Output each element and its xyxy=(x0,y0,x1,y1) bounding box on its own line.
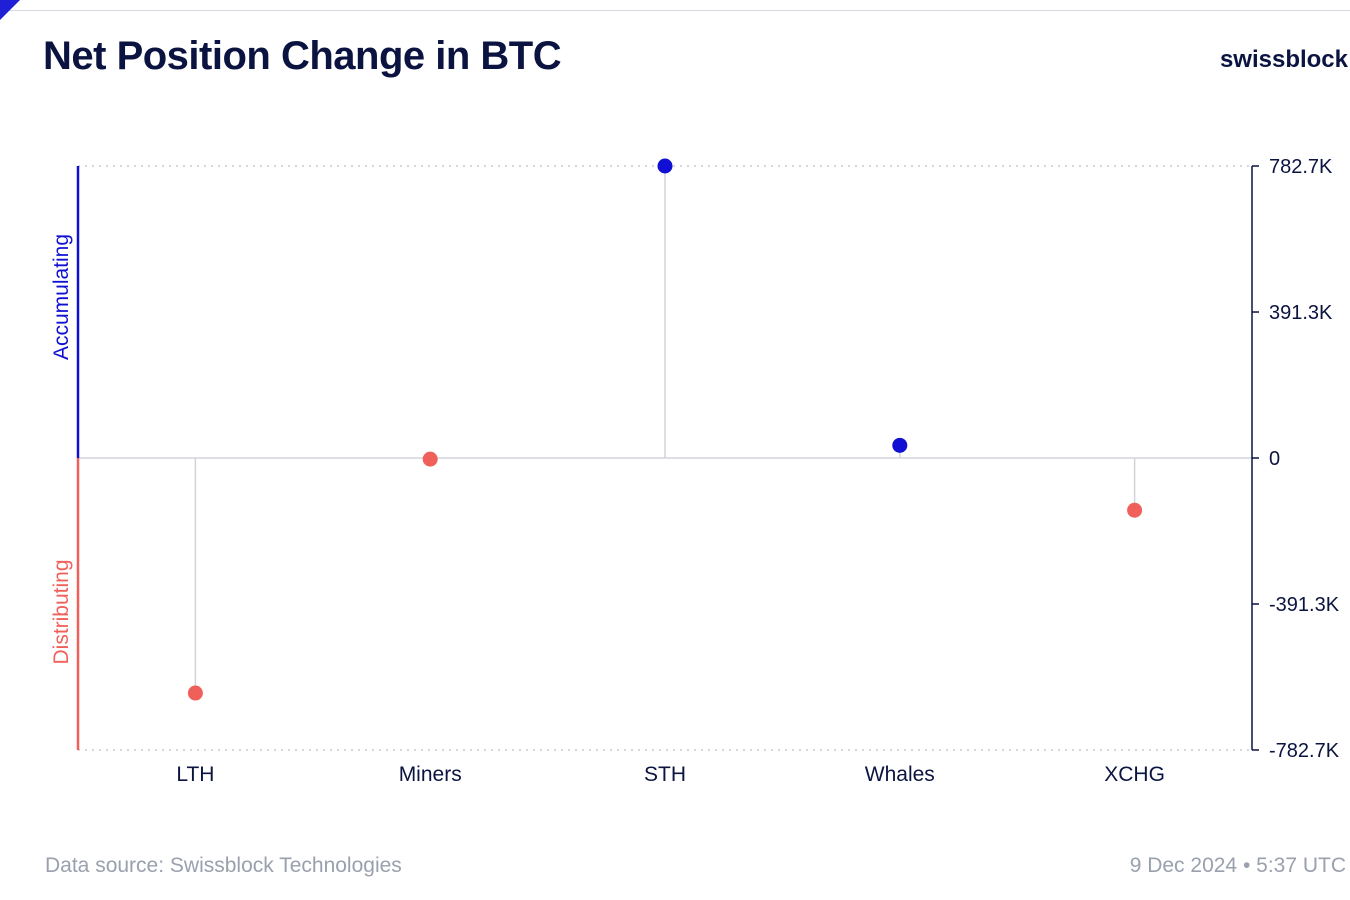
y-tick-label: 0 xyxy=(1269,448,1280,470)
x-tick-label: STH xyxy=(644,763,686,786)
top-rule xyxy=(0,10,1350,11)
corner-marker xyxy=(0,0,20,20)
x-tick-label: LTH xyxy=(176,763,214,786)
x-tick-label: XCHG xyxy=(1104,763,1165,786)
data-point-sth xyxy=(657,158,673,174)
data-point-whales xyxy=(892,437,908,453)
chart-title: Net Position Change in BTC xyxy=(43,34,562,78)
y-tick-label: -782.7K xyxy=(1269,740,1340,762)
data-point-lth xyxy=(187,685,203,701)
y-tick-label: 782.7K xyxy=(1269,156,1333,178)
data-source: Data source: Swissblock Technologies xyxy=(45,854,402,877)
y-tick-label: -391.3K xyxy=(1269,594,1340,616)
x-tick-label: Whales xyxy=(865,763,935,786)
data-point-xchg xyxy=(1127,502,1143,518)
timestamp: 9 Dec 2024 • 5:37 UTC xyxy=(1129,854,1346,877)
y-tick-label: 391.3K xyxy=(1269,302,1333,324)
brand-logo: swissblock xyxy=(1219,46,1348,73)
distributing-label: Distributing xyxy=(50,559,73,664)
chart: Accumulating Distributing 782.7K 391.3K 0 -39… xyxy=(50,156,1340,786)
x-tick-label: Miners xyxy=(399,763,462,786)
data-point-miners xyxy=(422,451,438,467)
accumulating-label: Accumulating xyxy=(50,234,73,360)
